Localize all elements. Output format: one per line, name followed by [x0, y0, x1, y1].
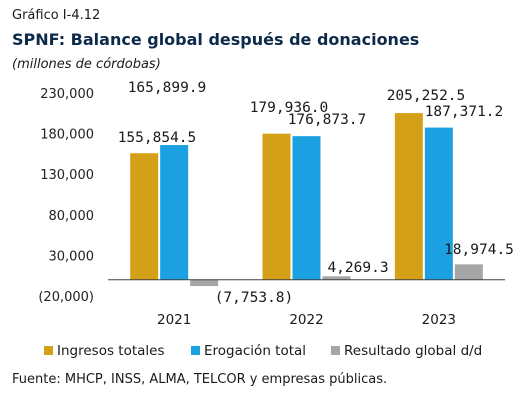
- data-label: 165,899.9: [128, 80, 207, 96]
- legend-label: Erogación total: [204, 343, 306, 359]
- legend-swatch: [331, 346, 340, 355]
- y-tick-label: 180,000: [40, 128, 94, 143]
- data-label: 4,269.3: [327, 260, 388, 276]
- chart-kicker: Gráfico I-4.12: [12, 8, 101, 23]
- legend-swatch: [191, 346, 200, 355]
- bar-resultado-global-d-d-2022: [322, 276, 351, 280]
- bar-erogaci-n-total-2022: [292, 136, 321, 280]
- legend-swatch: [44, 346, 53, 355]
- y-tick-label: 230,000: [40, 87, 94, 102]
- x-tick-label: 2021: [157, 312, 191, 328]
- data-label: 155,854.5: [118, 130, 197, 146]
- bar-ingresos-totales-2021: [130, 153, 159, 280]
- bar-resultado-global-d-d-2021: [190, 279, 219, 287]
- y-tick-label: 130,000: [40, 168, 94, 183]
- data-label: 176,873.7: [288, 112, 367, 128]
- chart-units: (millones de córdobas): [12, 57, 161, 72]
- x-tick-label: 2022: [289, 312, 323, 328]
- bar-erogaci-n-total-2021: [160, 145, 189, 280]
- x-tick-label: 2023: [422, 312, 456, 328]
- data-label: 18,974.5: [444, 242, 514, 258]
- bar-erogaci-n-total-2023: [424, 127, 453, 280]
- y-tick-label: 80,000: [49, 209, 95, 224]
- data-label: 205,252.5: [387, 88, 466, 104]
- y-tick-label: 30,000: [49, 249, 95, 264]
- data-label: 179,936.0: [250, 100, 329, 116]
- source-note: Fuente: MHCP, INSS, ALMA, TELCOR y empre…: [12, 372, 388, 387]
- data-label: (7,753.8): [215, 290, 294, 306]
- bar-resultado-global-d-d-2023: [454, 264, 483, 280]
- legend-label: Ingresos totales: [57, 343, 165, 359]
- bar-ingresos-totales-2022: [262, 133, 291, 280]
- data-label: 187,371.2: [425, 104, 504, 120]
- bar-ingresos-totales-2023: [394, 113, 423, 280]
- chart-title: SPNF: Balance global después de donacion…: [12, 30, 420, 49]
- y-tick-label: (20,000): [38, 290, 94, 305]
- legend-label: Resultado global d/d: [344, 343, 482, 359]
